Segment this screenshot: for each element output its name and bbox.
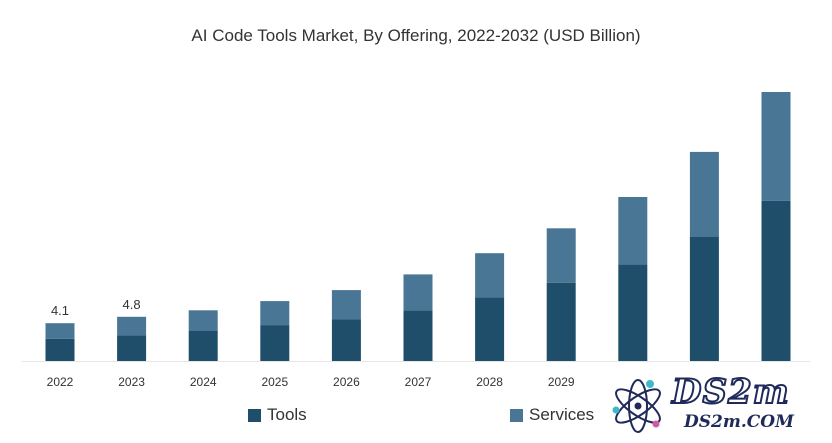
bar-services-2025 [260,301,290,326]
data-label: 4.1 [51,303,69,318]
bar-services-2024 [188,310,218,331]
bar-services-2032 [761,92,791,201]
data-label: 4.8 [123,297,141,312]
legend-item-services: Services [510,405,594,425]
bar-tools-2023 [117,335,147,361]
bar-tools-2025 [260,325,290,361]
labels-group: 2022 4.1 2023 4.8 2024 2025 2026 2027 2028 2029 [47,297,575,389]
bar-tools-2030 [618,264,648,361]
legend-swatch-tools [248,408,261,422]
x-tick-label: 2028 [476,375,503,389]
bar-tools-2029 [546,282,576,361]
bar-tools-2026 [331,319,361,361]
bar-services-2029 [546,228,576,283]
bar-services-2031 [689,151,719,237]
bars-group [45,92,791,361]
legend-label-tools: Tools [267,405,307,424]
x-tick-label: 2025 [261,375,288,389]
x-tick-label: 2022 [47,375,74,389]
bar-tools-2022 [45,338,75,361]
bar-services-2027 [403,274,433,311]
bar-services-2026 [331,290,361,320]
bar-tools-2024 [188,330,218,361]
x-tick-label: 2023 [118,375,145,389]
bar-tools-2027 [403,310,433,361]
x-tick-label: 2026 [333,375,360,389]
chart-title: AI Code Tools Market, By Offering, 2022-… [191,26,641,45]
watermark-logo: DS2m DS2m.COM [608,370,823,438]
bar-services-2030 [618,197,648,265]
bar-services-2023 [117,316,147,336]
x-tick-label: 2027 [405,375,432,389]
atom-icon [612,379,661,433]
legend-swatch-services [510,408,523,422]
legend-item-tools: Tools [248,405,307,425]
legend-label-services: Services [529,405,595,424]
bar-services-2022 [45,323,75,339]
watermark-url-text: DS2m.COM [684,412,794,432]
bar-tools-2031 [689,236,719,361]
watermark-logo-text: DS2m [671,371,790,413]
bar-tools-2032 [761,200,791,361]
x-tick-label: 2024 [190,375,217,389]
x-tick-label: 2029 [548,375,575,389]
bar-services-2028 [475,253,505,298]
bar-tools-2028 [475,297,505,361]
